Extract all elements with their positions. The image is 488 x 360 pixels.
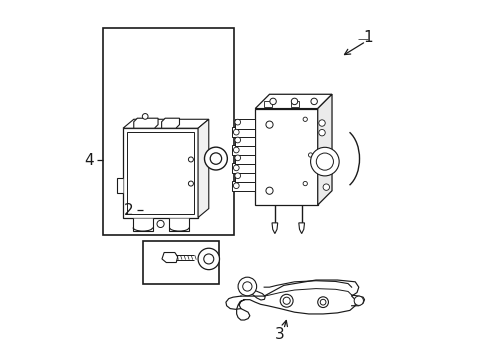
Bar: [255, 109, 317, 205]
Circle shape: [203, 254, 213, 264]
Circle shape: [204, 147, 227, 170]
Bar: [234, 172, 255, 182]
Circle shape: [234, 155, 240, 161]
Polygon shape: [116, 178, 123, 193]
Polygon shape: [198, 119, 208, 217]
Bar: [264, 102, 271, 107]
Circle shape: [233, 129, 239, 135]
Bar: [142, 242, 219, 284]
Polygon shape: [134, 118, 158, 128]
Circle shape: [317, 297, 328, 307]
Circle shape: [310, 98, 317, 105]
Circle shape: [308, 153, 312, 157]
Polygon shape: [169, 217, 189, 231]
Circle shape: [269, 98, 276, 105]
Bar: [234, 118, 255, 129]
Circle shape: [280, 294, 292, 307]
Circle shape: [238, 277, 256, 296]
Polygon shape: [271, 223, 277, 234]
Bar: [231, 145, 255, 155]
Circle shape: [318, 130, 325, 136]
Circle shape: [291, 98, 297, 105]
Bar: [123, 128, 198, 217]
Circle shape: [233, 147, 239, 153]
Circle shape: [265, 187, 272, 194]
Bar: [290, 102, 298, 107]
Circle shape: [234, 173, 240, 179]
Circle shape: [265, 121, 272, 128]
Text: 4: 4: [84, 153, 94, 168]
Circle shape: [142, 113, 148, 119]
Polygon shape: [298, 223, 304, 234]
Text: 3: 3: [274, 327, 284, 342]
Circle shape: [318, 120, 325, 126]
Circle shape: [283, 297, 290, 304]
Polygon shape: [133, 217, 152, 231]
Polygon shape: [123, 119, 208, 128]
Polygon shape: [255, 94, 331, 109]
Bar: [231, 127, 255, 137]
Circle shape: [188, 181, 193, 186]
Circle shape: [316, 153, 333, 170]
Circle shape: [303, 181, 307, 186]
Circle shape: [242, 282, 251, 291]
Bar: [231, 163, 255, 173]
Circle shape: [310, 147, 339, 176]
Circle shape: [323, 184, 329, 190]
Circle shape: [233, 183, 239, 189]
Circle shape: [233, 165, 239, 171]
Circle shape: [320, 299, 325, 305]
Text: 2: 2: [123, 203, 133, 218]
Circle shape: [157, 220, 164, 228]
Polygon shape: [317, 94, 331, 205]
Bar: [234, 136, 255, 147]
Circle shape: [303, 117, 307, 121]
Circle shape: [210, 153, 221, 164]
Circle shape: [188, 157, 193, 162]
Bar: [234, 154, 255, 164]
Text: 1: 1: [362, 30, 372, 45]
Bar: [126, 132, 194, 214]
Circle shape: [353, 296, 363, 305]
Circle shape: [234, 137, 240, 143]
Polygon shape: [162, 118, 179, 128]
Bar: [231, 181, 255, 191]
Circle shape: [234, 119, 240, 125]
Circle shape: [198, 248, 219, 270]
Polygon shape: [162, 252, 177, 262]
Bar: [103, 28, 233, 235]
